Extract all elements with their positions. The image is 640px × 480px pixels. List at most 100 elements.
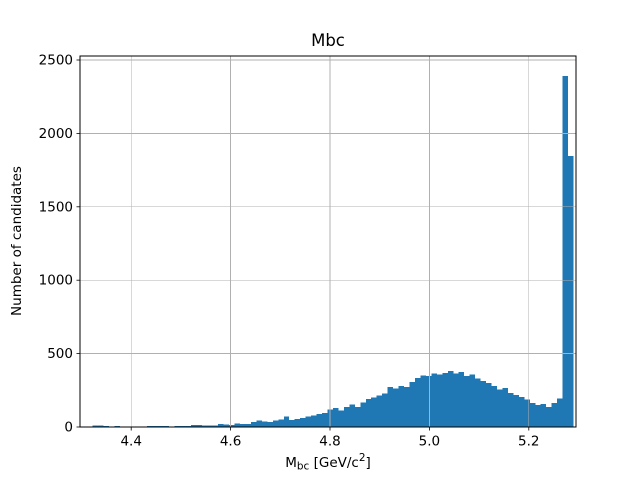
histogram-bar	[349, 404, 355, 427]
histogram-bar	[546, 407, 552, 427]
histogram-bar	[316, 414, 323, 427]
plot-border	[79, 55, 577, 428]
histogram-bar	[103, 425, 109, 427]
histogram-bar	[229, 425, 235, 427]
histogram-bar	[218, 424, 224, 427]
histogram-bar	[486, 382, 492, 427]
histogram-bar	[551, 402, 558, 427]
histogram-bar	[311, 415, 317, 427]
histogram-bar	[475, 378, 481, 427]
histogram-bar	[436, 374, 443, 427]
histogram-bar	[464, 376, 470, 427]
histogram-bars	[81, 76, 574, 428]
histogram-bar	[393, 388, 399, 427]
histogram-bar	[179, 425, 186, 427]
chart-title: Mbc	[311, 31, 345, 50]
y-tick-label: 2000	[39, 126, 73, 142]
y-tick-label: 1000	[39, 273, 73, 289]
histogram-bar	[256, 420, 262, 427]
histogram-bar	[245, 423, 251, 427]
grid-lines	[80, 56, 576, 428]
histogram-bar	[343, 407, 350, 427]
x-tick-label: 5.2	[518, 434, 539, 450]
histogram-bar	[365, 399, 372, 427]
histogram-bar	[524, 399, 530, 427]
histogram-bar	[97, 425, 104, 427]
histogram-bar	[196, 425, 202, 427]
x-axis-label-main: M	[285, 455, 297, 471]
histogram-bar	[371, 397, 377, 427]
histogram-bar	[185, 425, 191, 427]
histogram-bar	[114, 425, 120, 427]
histogram-bar	[513, 395, 519, 427]
y-tick-label: 1500	[39, 199, 73, 215]
y-axis-label: Number of candidates	[9, 166, 25, 316]
histogram-bar	[414, 377, 421, 427]
histogram-bar	[332, 407, 339, 427]
histogram-bar	[212, 425, 219, 427]
histogram-bar	[190, 425, 197, 427]
histogram-bar	[322, 413, 328, 427]
histogram-bar	[294, 418, 301, 427]
histogram-bar	[529, 402, 536, 427]
histogram-bar	[409, 382, 415, 427]
y-tick-label: 500	[47, 346, 73, 362]
histogram-bar	[360, 402, 366, 427]
histogram-bar	[562, 76, 569, 428]
histogram-bar	[152, 425, 159, 427]
histogram-bar	[442, 372, 448, 427]
histogram-bar	[234, 423, 241, 427]
histogram-bar	[502, 387, 508, 427]
histogram-bar	[267, 422, 273, 427]
histogram-bar	[278, 419, 284, 427]
histogram-bar	[425, 376, 432, 427]
x-axis-label-mid: [GeV/c	[309, 455, 359, 471]
histogram-bar	[453, 373, 459, 427]
histogram-bar	[261, 421, 268, 427]
histogram-bar	[387, 387, 394, 427]
y-tick-label: 0	[64, 420, 73, 436]
histogram-bar	[447, 371, 454, 427]
x-tick-label: 4.8	[319, 434, 340, 450]
x-axis-label-superscript: 2	[359, 452, 366, 464]
histogram-bar	[491, 386, 497, 427]
histogram-bar	[404, 387, 410, 427]
histogram-bar	[338, 410, 344, 427]
histogram-bar	[250, 421, 257, 427]
histogram-bar	[289, 419, 295, 427]
histogram-bar	[480, 381, 487, 427]
x-axis-label: Mbc [GeV/c2]	[285, 452, 371, 473]
histogram-bar	[518, 397, 525, 427]
histogram-bar	[469, 374, 476, 427]
histogram-bar	[240, 424, 246, 427]
histogram-bar	[535, 405, 541, 427]
x-axis-label-end: ]	[366, 455, 371, 471]
histogram-bar	[305, 416, 312, 427]
histogram-bar	[431, 373, 437, 427]
histogram-bar	[540, 403, 547, 427]
histogram-bar	[223, 424, 230, 427]
histogram-bar	[354, 407, 361, 427]
histogram-bar	[158, 425, 164, 427]
histogram-bar	[376, 395, 383, 427]
histogram-bar	[147, 425, 153, 427]
x-tick-label: 5.0	[419, 434, 440, 450]
histogram-bar	[92, 425, 98, 427]
x-tick-label: 4.6	[220, 434, 241, 450]
histogram-bar	[398, 386, 405, 427]
histogram-bar	[300, 418, 306, 427]
histogram-bar	[496, 389, 503, 427]
histogram-bar	[420, 375, 426, 427]
histogram-bar	[382, 393, 388, 427]
plot-background	[80, 56, 576, 427]
histogram-bar	[507, 392, 514, 427]
histogram-bar	[207, 425, 213, 427]
histogram-bar	[557, 398, 563, 427]
x-tick-label: 4.4	[120, 434, 141, 450]
histogram-bar	[283, 416, 290, 427]
histogram-bar	[201, 425, 208, 427]
histogram-bar	[458, 372, 465, 427]
y-tick-label: 2500	[39, 53, 73, 69]
